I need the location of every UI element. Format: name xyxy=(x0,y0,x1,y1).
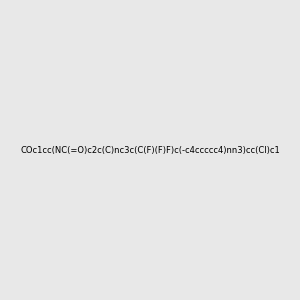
Text: COc1cc(NC(=O)c2c(C)nc3c(C(F)(F)F)c(-c4ccccc4)nn3)cc(Cl)c1: COc1cc(NC(=O)c2c(C)nc3c(C(F)(F)F)c(-c4cc… xyxy=(20,146,280,154)
